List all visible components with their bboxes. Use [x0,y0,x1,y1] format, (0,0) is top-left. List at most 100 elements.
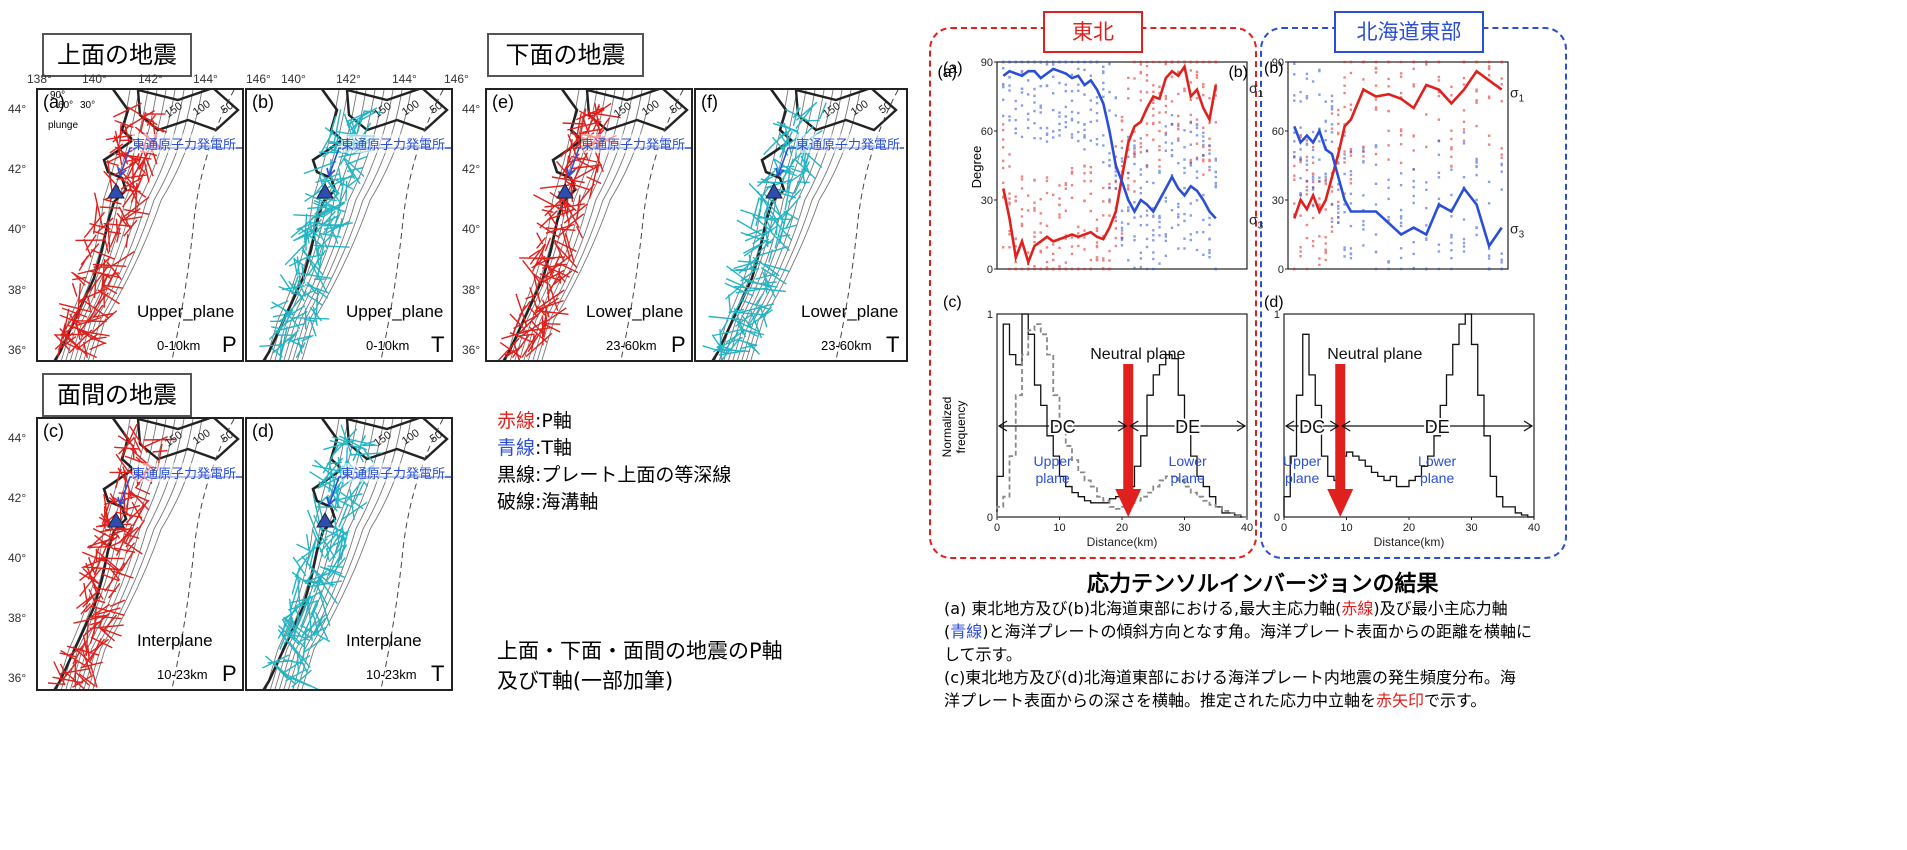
scatter-point [1343,134,1346,137]
scatter-point [1399,247,1403,250]
scatter-point [1152,60,1155,64]
scatter-point [1114,155,1117,158]
scatter-point [1343,60,1346,64]
station-triangle-icon [556,182,574,199]
plane-label: Lower_plane [801,302,899,321]
scatter-point [1293,267,1296,271]
axis-segment [316,236,331,251]
axis-segment [316,585,329,607]
scatter-point [1374,182,1378,185]
latitude-tick: 36° [8,343,27,357]
scatter-point [1462,237,1466,241]
scatter-point [1425,238,1428,241]
scatter-point [1330,185,1334,189]
axis-segment [320,200,346,216]
scatter-point [1108,164,1111,168]
scatter-point [1164,235,1167,238]
scatter-point [1475,233,1478,237]
axis-segment [795,105,814,130]
scatter-point [1033,109,1036,113]
axis-segment [72,640,86,665]
scatter-point [1052,108,1055,112]
scatter-point [1189,98,1192,102]
scatter-point [1045,132,1049,135]
scatter-point [1311,80,1315,83]
scatter-point [1362,223,1365,227]
scatter-point [1475,60,1478,64]
scatter-point [1311,172,1315,175]
axis-segment [328,116,337,138]
scatter-point [1349,60,1353,64]
scatter-point [1058,81,1061,85]
scatter-point [1158,214,1161,218]
axis-segment [125,504,141,510]
scatter-point [1170,100,1174,103]
scatter-point [1177,213,1180,216]
axis-segment [79,673,96,687]
axis-segment [82,638,106,668]
scatter-point [1102,234,1105,238]
axis-segment [559,263,579,274]
axis-segment [544,203,565,208]
longitude-tick: 146° [246,72,271,86]
scatter-point [1158,148,1161,152]
scatter-point [1450,267,1453,271]
axis-segment [541,209,554,213]
scatter-point [1058,203,1061,207]
scatter-point [1337,132,1340,136]
scatter-point [1318,257,1321,260]
degree-axes [1287,61,1509,270]
scatter-point [1189,121,1192,125]
axis-segment [144,120,165,133]
axis-segment [71,282,78,297]
axis-segment [338,504,349,528]
scatter-point [1462,139,1466,142]
scatter-point [1208,168,1211,172]
axis-segment [291,571,314,589]
axis-segment [792,107,801,119]
scatter-point [1058,129,1061,132]
scatter-point [1127,171,1130,175]
scatter-point [1145,214,1149,217]
axis-segment [98,615,104,629]
axis-segment [98,527,126,533]
scatter-point [1311,186,1315,189]
scatter-point [1487,267,1491,271]
scatter-point [1177,60,1180,64]
scatter-point [1064,187,1067,190]
scatter-point [1202,253,1205,256]
scatter-point [1077,121,1080,124]
scatter-point [1170,75,1174,79]
scatter-point [1387,158,1390,161]
axis-segment [765,217,773,233]
plant-label: 東通原子力発電所 [796,134,901,153]
axis-segment [326,547,330,561]
scatter-point [1058,122,1061,126]
scatter-point [1318,204,1321,207]
scatter-point [1324,250,1327,253]
axis-segment [123,219,138,237]
axis-segment [106,261,122,280]
scatter-point [1487,65,1491,68]
axis-segment [286,338,305,348]
axis-segment [83,300,109,319]
scatter-point [1324,100,1327,103]
scatter-point [1120,164,1124,168]
scatter-point [1208,144,1211,147]
axis-segment [122,207,141,221]
scatter-point [1152,234,1155,237]
scatter-point [1114,170,1117,173]
axis-segment [304,283,329,294]
scatter-point [1070,267,1074,271]
axis-segment [312,493,321,527]
scatter-point [1425,224,1428,227]
axis-segment [718,350,745,356]
axis-segment [292,556,307,577]
scatter-point [1008,233,1011,236]
axis-segment [553,253,573,270]
scatter-point [1102,144,1105,147]
scatter-point [1437,94,1441,98]
map-svg: 150 100 50 [497,90,691,360]
axis-segment [718,319,729,335]
axis-segment [326,461,342,465]
